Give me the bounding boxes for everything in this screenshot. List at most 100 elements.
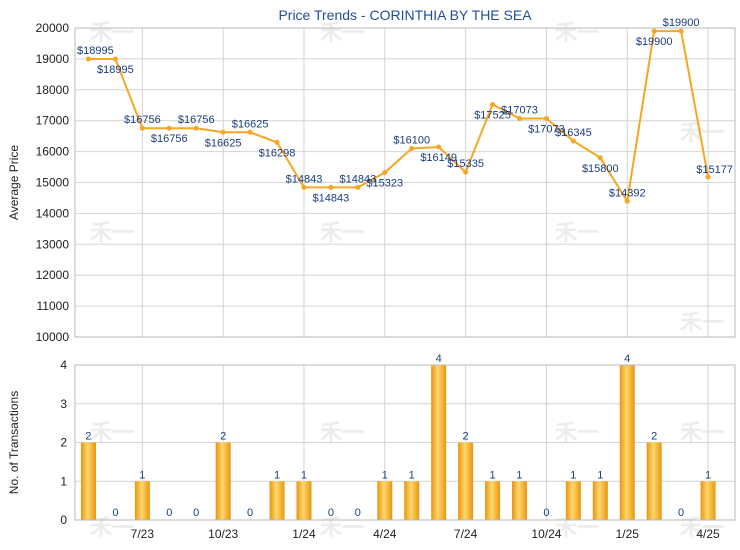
price-value-label: $19900: [663, 17, 700, 29]
price-point: [139, 125, 145, 131]
watermark-glyph: 禾一: [680, 310, 724, 335]
bar-value-label: 0: [678, 507, 684, 519]
price-value-label: $19900: [636, 36, 673, 48]
price-tick-label: 18000: [36, 83, 70, 97]
price-value-label: $17525: [474, 109, 511, 121]
transaction-bar: [80, 442, 96, 520]
price-tick-label: 10000: [36, 330, 70, 344]
watermark-glyph: 禾一: [90, 420, 134, 445]
transactions-plot-frame: [74, 364, 736, 521]
price-point: [328, 184, 334, 190]
price-point: [570, 138, 576, 144]
transaction-bar: [565, 481, 581, 520]
price-tick-label: 17000: [36, 114, 70, 128]
bar-value-label: 4: [624, 353, 630, 365]
watermark-glyph: 禾一: [680, 420, 724, 445]
watermark-glyph: 禾一: [320, 220, 364, 245]
price-value-label: $18995: [77, 45, 114, 57]
price-value-label: $15335: [447, 158, 484, 170]
watermark-glyph: 禾一: [90, 220, 134, 245]
price-tick-label: 14000: [36, 206, 70, 220]
price-tick-label: 20000: [36, 21, 70, 35]
price-point: [220, 129, 226, 135]
bar-value-label: 1: [516, 469, 522, 481]
date-tick-label: 4/24: [373, 527, 397, 541]
price-point: [193, 125, 199, 131]
transactions-tick-label: 1: [60, 474, 67, 488]
bar-value-label: 1: [139, 469, 145, 481]
chart-title: Price Trends - CORINTHIA BY THE SEA: [278, 7, 532, 23]
transaction-bar: [431, 365, 447, 520]
price-point: [490, 101, 496, 107]
price-point: [624, 198, 630, 204]
price-point: [166, 125, 172, 131]
date-tick-label: 1/25: [616, 527, 640, 541]
transaction-bar: [646, 442, 662, 520]
bar-value-label: 1: [274, 469, 280, 481]
price-point: [274, 139, 280, 145]
bar-value-label: 1: [570, 469, 576, 481]
date-tick-label: 10/23: [208, 527, 238, 541]
bar-value-label: 2: [463, 431, 469, 443]
transaction-bar: [377, 481, 393, 520]
price-value-label: $16625: [205, 137, 242, 149]
transaction-bar: [134, 481, 150, 520]
watermark-glyph: 禾一: [555, 20, 599, 45]
price-value-label: $16625: [232, 118, 269, 130]
transaction-bar: [700, 481, 716, 520]
price-value-label: $17073: [528, 123, 565, 135]
price-value-label: $16756: [151, 133, 188, 145]
date-tick-label: 10/24: [531, 527, 561, 541]
date-tick-label: 7/24: [454, 527, 478, 541]
transaction-bar: [269, 481, 285, 520]
transactions-tick-label: 4: [60, 358, 67, 372]
transaction-bar: [619, 365, 635, 520]
price-axis-label: Average Price: [7, 145, 21, 220]
price-point: [678, 28, 684, 34]
transactions-axis-label: No. of Transactions: [7, 391, 21, 494]
price-value-label: $16756: [124, 114, 161, 126]
price-value-label: $14392: [609, 187, 646, 199]
price-value-label: $14843: [286, 173, 323, 185]
transactions-tick-label: 2: [60, 436, 67, 450]
bar-value-label: 0: [112, 507, 118, 519]
watermark-glyph: 禾一: [555, 420, 599, 445]
bar-value-label: 0: [328, 507, 334, 519]
bar-value-label: 1: [705, 469, 711, 481]
price-point: [112, 56, 118, 62]
price-point: [516, 115, 522, 121]
watermark-glyph: 禾一: [90, 20, 134, 45]
price-tick-label: 11000: [37, 299, 70, 313]
watermark-glyph: 禾一: [555, 220, 599, 245]
price-line: [88, 30, 710, 205]
price-value-label: $15800: [582, 163, 619, 175]
price-value-label: $16149: [420, 152, 457, 164]
watermark-glyph: 禾一: [320, 420, 364, 445]
price-value-label: $15323: [366, 178, 403, 190]
transaction-bar: [511, 481, 527, 520]
price-value-label: $14843: [339, 173, 376, 185]
bar-value-label: 0: [193, 507, 199, 519]
bar-value-label: 4: [436, 353, 442, 365]
price-value-label: $16345: [555, 127, 592, 139]
watermark-glyph: 禾一: [320, 20, 364, 45]
price-tick-label: 19000: [36, 52, 70, 66]
price-point: [85, 56, 91, 62]
date-tick-label: 1/24: [292, 527, 316, 541]
price-point: [301, 184, 307, 190]
price-plot-frame: [74, 27, 736, 338]
transaction-bar: [458, 442, 474, 520]
price-point: [705, 174, 711, 180]
price-point: [651, 28, 657, 34]
bar-value-label: 1: [489, 469, 495, 481]
price-value-label: $16100: [393, 135, 430, 147]
price-value-label: $16298: [259, 147, 296, 159]
transaction-bar: [296, 481, 312, 520]
price-tick-label: 15000: [36, 176, 70, 190]
price-point: [543, 115, 549, 121]
transaction-bar: [215, 442, 231, 520]
price-value-label: $18995: [97, 64, 134, 76]
transactions-tick-label: 0: [60, 513, 67, 527]
price-point: [247, 129, 253, 135]
price-point: [597, 155, 603, 161]
